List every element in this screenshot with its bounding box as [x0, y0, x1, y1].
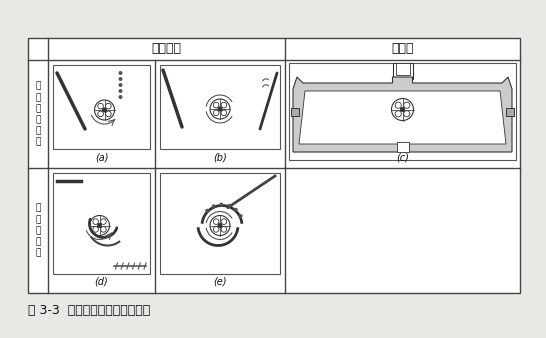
Circle shape — [213, 219, 219, 224]
Text: (c): (c) — [396, 152, 409, 162]
Circle shape — [218, 107, 222, 111]
Text: (b): (b) — [213, 152, 227, 162]
Text: 带
匀
整
篹
板: 带 匀 整 篹 板 — [35, 204, 41, 257]
Bar — [393, 63, 412, 79]
Circle shape — [213, 110, 219, 116]
Circle shape — [119, 84, 122, 86]
Text: (e): (e) — [213, 277, 227, 287]
Bar — [160, 65, 280, 149]
Bar — [28, 38, 520, 293]
Circle shape — [213, 226, 219, 232]
Circle shape — [98, 224, 102, 227]
Circle shape — [100, 219, 106, 224]
Circle shape — [212, 205, 215, 208]
Circle shape — [119, 90, 122, 92]
Bar — [53, 65, 150, 149]
Circle shape — [119, 96, 122, 98]
Circle shape — [395, 102, 401, 108]
Circle shape — [105, 111, 111, 117]
Circle shape — [98, 103, 103, 109]
Bar — [289, 63, 516, 160]
Circle shape — [206, 210, 209, 212]
Bar — [395, 63, 410, 75]
Circle shape — [401, 108, 404, 111]
Circle shape — [221, 110, 227, 116]
Circle shape — [228, 204, 230, 207]
Circle shape — [218, 224, 222, 227]
Circle shape — [103, 108, 106, 112]
Text: 不可逆式: 不可逆式 — [151, 43, 181, 55]
Bar — [53, 173, 150, 274]
Circle shape — [221, 102, 227, 108]
Circle shape — [213, 102, 219, 108]
Bar — [291, 107, 299, 116]
Circle shape — [98, 111, 103, 117]
Bar — [396, 142, 408, 152]
Circle shape — [119, 78, 122, 80]
Text: 不
带
匀
整
篹
板: 不 带 匀 整 篹 板 — [35, 82, 41, 146]
Circle shape — [221, 226, 227, 232]
Bar — [160, 173, 280, 274]
Circle shape — [235, 209, 237, 211]
Circle shape — [100, 226, 106, 232]
Circle shape — [395, 111, 401, 117]
Text: (a): (a) — [95, 152, 108, 162]
Circle shape — [105, 103, 111, 109]
Circle shape — [93, 226, 98, 232]
Circle shape — [220, 203, 223, 206]
Circle shape — [119, 72, 122, 74]
Text: 图 3-3  单转子反击式破碎机分类: 图 3-3 单转子反击式破碎机分类 — [28, 305, 150, 317]
Polygon shape — [299, 91, 506, 144]
Circle shape — [221, 219, 227, 224]
Circle shape — [240, 215, 242, 217]
Circle shape — [93, 219, 98, 224]
Circle shape — [403, 102, 410, 108]
Circle shape — [403, 111, 410, 117]
Text: (d): (d) — [94, 277, 108, 287]
Polygon shape — [293, 77, 512, 152]
Bar — [506, 107, 514, 116]
Text: 可逆式: 可逆式 — [391, 43, 414, 55]
